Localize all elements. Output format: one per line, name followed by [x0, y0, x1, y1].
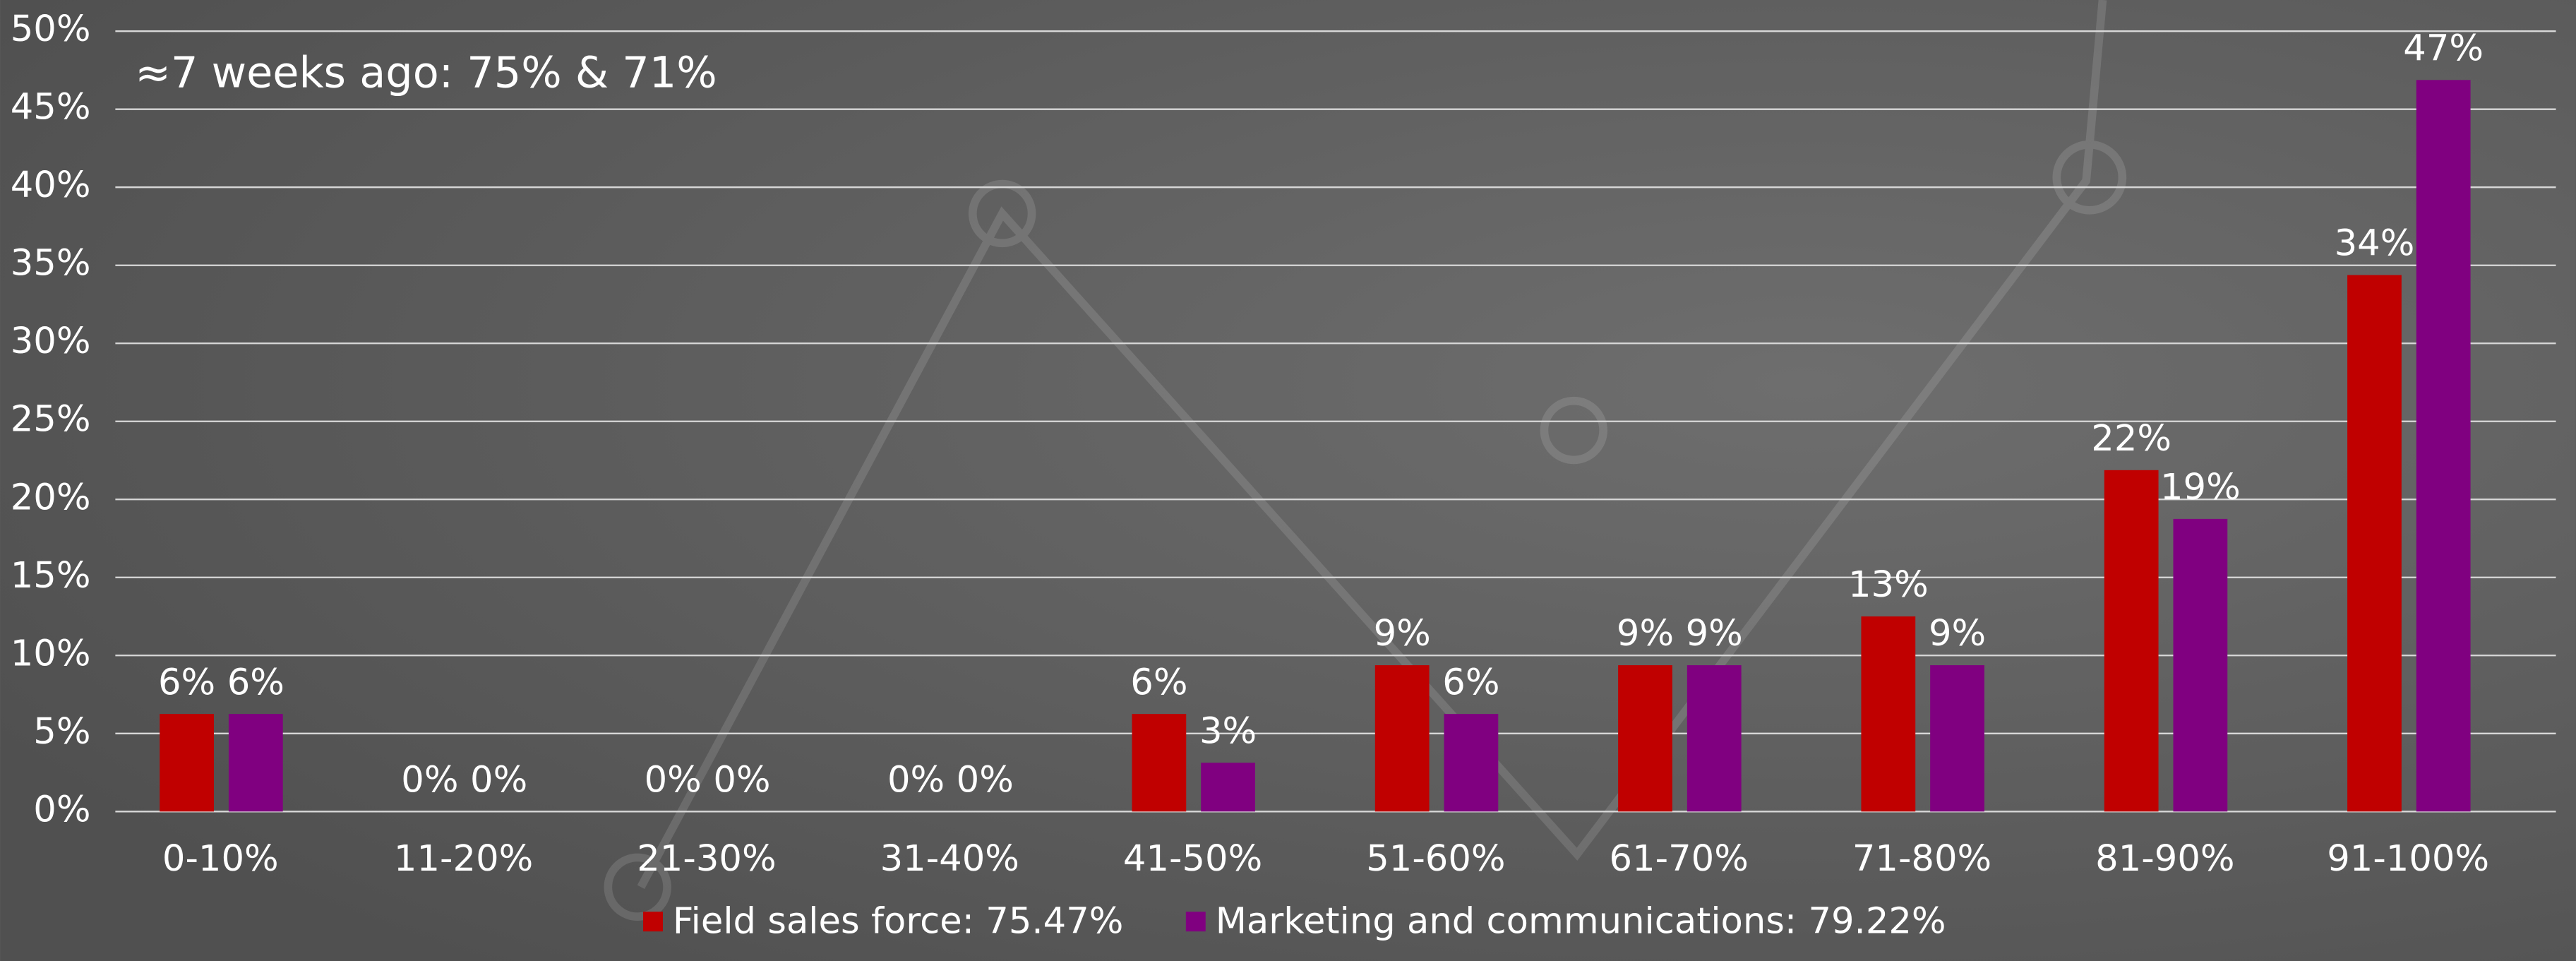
data-label: 22% — [2091, 417, 2171, 460]
data-label: 6% — [227, 661, 284, 703]
bar — [1618, 665, 1672, 812]
bar — [1132, 714, 1187, 812]
y-tick-label: 15% — [11, 554, 91, 597]
y-tick-label: 45% — [11, 86, 91, 129]
y-tick-label: 0% — [33, 788, 90, 830]
data-label: 6% — [158, 661, 215, 703]
data-label: 0% — [713, 758, 770, 801]
bar — [1930, 665, 1984, 812]
y-tick-label: 40% — [11, 164, 91, 206]
y-tick-label: 20% — [11, 476, 91, 518]
x-tick-label: 0-10% — [162, 837, 279, 880]
y-tick-label: 25% — [11, 398, 91, 441]
data-label: 3% — [1199, 710, 1257, 752]
data-label: 34% — [2335, 222, 2415, 265]
legend-label: Marketing and communications: 79.22% — [1216, 900, 1946, 942]
x-tick-label: 91-100% — [2327, 837, 2489, 880]
data-label: 0% — [887, 758, 945, 801]
bar — [1444, 714, 1499, 812]
y-tick-label: 30% — [11, 320, 91, 362]
y-tick-label: 50% — [11, 8, 91, 50]
x-tick-label: 31-40% — [880, 837, 1019, 880]
bar — [2173, 518, 2228, 812]
bar — [2416, 80, 2471, 812]
bar — [160, 714, 214, 812]
x-tick-label: 21-30% — [637, 837, 776, 880]
legend-swatch — [643, 912, 663, 932]
legend-label: Field sales force: 75.47% — [673, 900, 1124, 942]
bar — [1201, 763, 1255, 812]
data-label: 6% — [1130, 661, 1187, 703]
data-label: 47% — [2403, 27, 2484, 69]
bar — [2347, 275, 2402, 812]
data-label: 9% — [1617, 612, 1674, 655]
data-label: 0% — [470, 758, 527, 801]
x-tick-label: 11-20% — [394, 837, 533, 880]
data-label: 0% — [957, 758, 1014, 801]
x-tick-label: 61-70% — [1610, 837, 1749, 880]
x-tick-label: 81-90% — [2095, 837, 2234, 880]
legend-swatch — [1185, 912, 1206, 932]
bar — [1687, 665, 1742, 812]
background-decoration — [604, 0, 2127, 921]
bar — [228, 714, 283, 812]
data-label: 6% — [1442, 661, 1499, 703]
y-tick-label: 35% — [11, 242, 91, 285]
data-label: 0% — [645, 758, 702, 801]
bar — [2104, 470, 2159, 812]
data-label: 9% — [1929, 612, 1986, 655]
x-tick-label: 71-80% — [1852, 837, 1991, 880]
data-label: 9% — [1374, 612, 1431, 655]
bar — [1861, 616, 1916, 812]
chart-title: ≈7 weeks ago: 75% & 71% — [135, 49, 717, 98]
x-tick-label: 41-50% — [1123, 837, 1262, 880]
x-tick-label: 51-60% — [1366, 837, 1505, 880]
data-label: 9% — [1686, 612, 1743, 655]
y-tick-label: 10% — [11, 632, 91, 674]
data-label: 13% — [1848, 563, 1929, 606]
data-label: 19% — [2160, 466, 2241, 508]
bar — [1374, 665, 1430, 812]
y-tick-label: 5% — [33, 710, 90, 753]
data-label: 0% — [401, 758, 458, 801]
